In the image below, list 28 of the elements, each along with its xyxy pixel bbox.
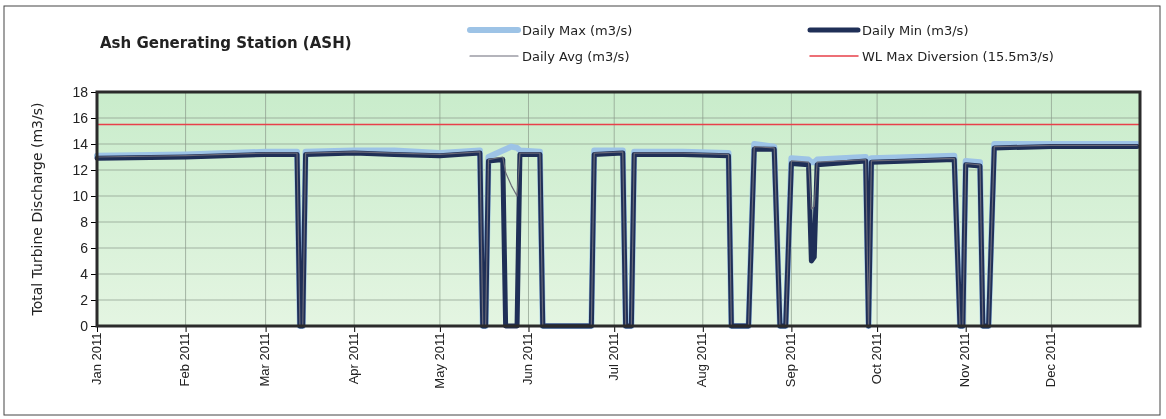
y-tick-label: 14 xyxy=(72,135,89,152)
y-tick-label: 6 xyxy=(80,239,89,256)
y-axis-title: Total Turbine Discharge (m3/s) xyxy=(29,102,45,317)
y-tick-label: 18 xyxy=(72,83,89,100)
x-tick-label: Nov 2011 xyxy=(957,332,973,388)
x-tick-label: Jun 2011 xyxy=(520,332,536,386)
legend-label: Daily Avg (m3/s) xyxy=(522,48,630,64)
legend-label: WL Max Diversion (15.5m3/s) xyxy=(862,48,1054,64)
x-tick-label: Mar 2011 xyxy=(257,332,273,387)
x-tick-label: May 2011 xyxy=(431,332,447,389)
legend-label: Daily Max (m3/s) xyxy=(522,22,633,38)
x-tick-label: Aug 2011 xyxy=(694,332,710,388)
chart-title: Ash Generating Station (ASH) xyxy=(100,34,352,52)
y-tick-label: 8 xyxy=(80,213,89,230)
x-tick-label: Sep 2011 xyxy=(783,332,799,388)
x-tick-label: Jan 2011 xyxy=(88,332,104,386)
y-tick-label: 16 xyxy=(72,109,89,126)
x-tick-label: Feb 2011 xyxy=(177,332,193,387)
y-tick-label: 10 xyxy=(72,187,89,204)
x-tick-label: Apr 2011 xyxy=(345,332,361,385)
y-tick-label: 2 xyxy=(80,291,89,308)
y-tick-label: 12 xyxy=(72,161,89,178)
x-tick-label: Oct 2011 xyxy=(868,332,884,385)
y-tick-label: 0 xyxy=(80,317,89,334)
x-tick-label: Jul 2011 xyxy=(605,332,621,381)
x-tick-label: Dec 2011 xyxy=(1043,332,1059,388)
legend-label: Daily Min (m3/s) xyxy=(862,22,969,38)
y-tick-label: 4 xyxy=(80,265,89,282)
